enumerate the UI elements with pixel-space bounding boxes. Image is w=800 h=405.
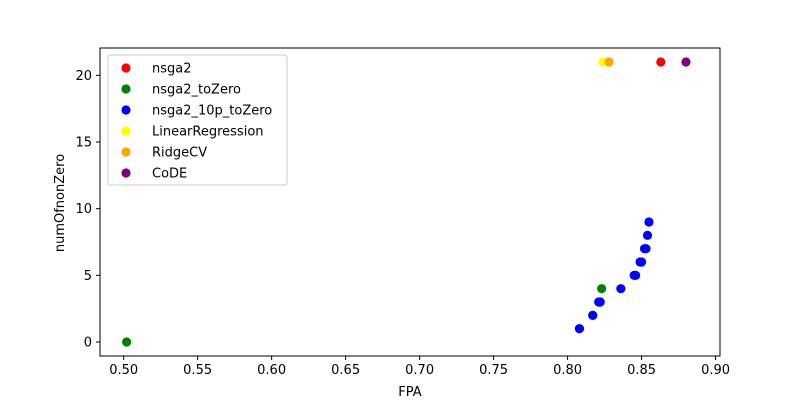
y-axis-label: numOfnonZero <box>53 154 68 252</box>
y-tick-label: 20 <box>75 69 92 84</box>
y-tick-label: 10 <box>75 202 92 217</box>
y-tick-label: 0 <box>84 336 92 351</box>
point-nsga2_10p_toZero <box>642 230 653 240</box>
x-tick-label: 0.65 <box>331 363 360 378</box>
point-CoDE <box>681 57 691 67</box>
point-nsga2_10p_toZero <box>616 284 626 294</box>
x-tick-label: 0.80 <box>553 363 582 378</box>
point-nsga2 <box>656 57 666 67</box>
x-tick-label: 0.55 <box>183 363 212 378</box>
y-tick-label: 5 <box>84 269 92 284</box>
y-axis: 0 5 10 15 20 <box>75 69 100 351</box>
legend-marker <box>121 84 131 94</box>
data-points <box>122 57 691 347</box>
legend-marker <box>121 168 131 178</box>
x-axis: 0.50 0.55 0.60 0.65 0.70 0.75 0.80 0.85 0.90 <box>109 356 730 378</box>
point-nsga2_toZero <box>122 337 132 347</box>
legend-label: RidgeCV <box>152 146 207 161</box>
x-tick-label: 0.60 <box>257 363 286 378</box>
legend-marker <box>121 147 131 157</box>
legend-label: nsga2 <box>152 62 192 77</box>
legend-marker <box>121 105 131 115</box>
legend: nsga2 nsga2_toZero nsga2_10p_toZero LinearR… <box>107 54 288 186</box>
legend-box <box>107 54 288 186</box>
legend-label: LinearRegression <box>152 125 264 140</box>
x-tick-label: 0.90 <box>701 363 730 378</box>
y-tick-label: 15 <box>75 136 92 151</box>
point-nsga2_toZero <box>597 284 607 294</box>
x-axis-label: FPA <box>398 385 421 400</box>
legend-marker <box>121 126 131 136</box>
legend-label: CoDE <box>152 167 187 182</box>
point-nsga2_10p_toZero <box>588 310 598 320</box>
point-RidgeCV <box>604 57 614 67</box>
legend-label: nsga2_10p_toZero <box>152 104 272 119</box>
x-tick-label: 0.85 <box>627 363 656 378</box>
x-tick-label: 0.75 <box>479 363 508 378</box>
point-nsga2_10p_toZero <box>636 257 647 267</box>
x-tick-label: 0.50 <box>109 363 138 378</box>
point-nsga2_10p_toZero <box>644 217 654 227</box>
legend-marker <box>121 63 131 73</box>
legend-label: nsga2_toZero <box>152 83 241 98</box>
point-nsga2_10p_toZero <box>631 270 641 280</box>
point-nsga2_10p_toZero <box>595 297 605 307</box>
point-nsga2_10p_toZero <box>574 324 585 334</box>
point-nsga2_10p_toZero <box>641 244 651 254</box>
x-tick-label: 0.70 <box>405 363 434 378</box>
